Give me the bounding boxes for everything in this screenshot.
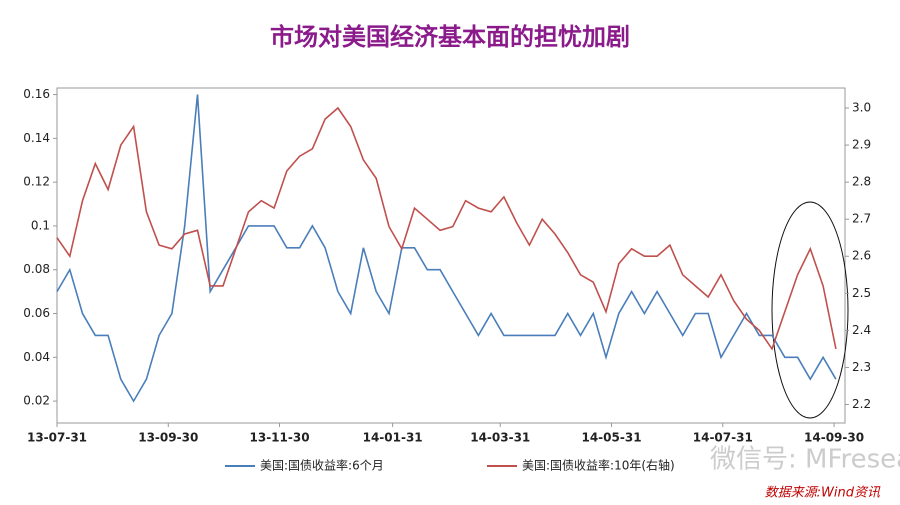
- highlight-ellipse: [771, 201, 849, 419]
- y2-tick-label: 2.3: [852, 360, 871, 374]
- y2-tick-label: 2.7: [852, 212, 871, 226]
- y2-tick-label: 2.5: [852, 286, 871, 300]
- x-tick-label: 13-07-31: [27, 431, 87, 445]
- x-tick-label: 13-11-30: [250, 431, 310, 445]
- y-tick-label: 0.04: [23, 350, 50, 364]
- y-tick-label: 0.12: [23, 175, 50, 189]
- series-line: [56, 94, 837, 403]
- watermark: 微信号: MFresearch: [710, 445, 900, 475]
- chart-title: 市场对美国经济基本面的担忧加剧: [270, 23, 630, 51]
- x-tick-label: 14-09-30: [804, 431, 864, 445]
- y-tick-label: 0.08: [23, 262, 50, 276]
- source-note: 数据来源:Wind资讯: [765, 486, 881, 501]
- x-tick-label: 14-05-31: [581, 431, 641, 445]
- y-tick-label: 0.06: [23, 306, 50, 320]
- x-tick-label: 13-09-30: [138, 431, 198, 445]
- y2-tick-label: 2.4: [852, 323, 871, 337]
- y-tick-label: 0.14: [23, 131, 50, 145]
- y-tick-label: 0.02: [23, 394, 50, 408]
- plot-frame: [56, 87, 846, 424]
- legend-label: 美国:国债收益率:6个月: [260, 458, 384, 473]
- y2-tick-label: 2.2: [852, 397, 871, 411]
- x-tick-label: 14-07-31: [693, 431, 753, 445]
- y2-tick-label: 2.6: [852, 249, 871, 263]
- series-line: [56, 106, 837, 351]
- legend-label: 美国:国债收益率:10年(右轴): [522, 458, 675, 473]
- y2-tick-label: 2.9: [852, 138, 871, 152]
- y-tick-label: 0.1: [31, 218, 50, 232]
- x-tick-label: 14-01-31: [363, 431, 423, 445]
- y2-tick-label: 2.8: [852, 175, 871, 189]
- x-tick-label: 14-03-31: [470, 431, 530, 445]
- y2-tick-label: 3.0: [852, 101, 871, 115]
- y-tick-label: 0.16: [23, 87, 50, 101]
